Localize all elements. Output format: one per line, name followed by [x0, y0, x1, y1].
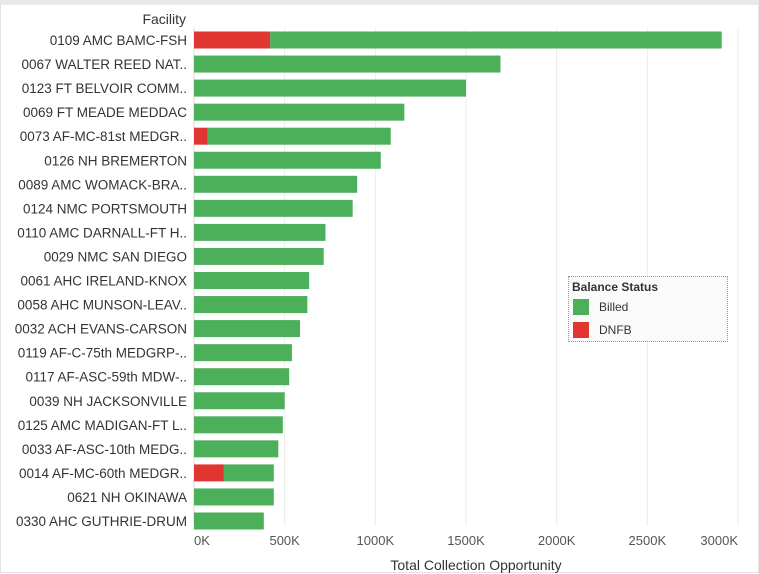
category-label: 0069 FT MEADE MEDDAC [23, 105, 187, 120]
category-label: 0039 NH JACKSONVILLE [29, 394, 187, 409]
top-border-bar [0, 0, 759, 5]
category-label: 0067 WALTER REED NAT.. [21, 57, 187, 72]
category-label: 0123 FT BELVOIR COMM.. [22, 81, 187, 96]
legend-label-dnfb: DNFB [599, 323, 632, 337]
category-label: 0058 AHC MUNSON-LEAV.. [17, 298, 187, 313]
legend-swatch-dnfb [573, 322, 589, 338]
bar-billed[interactable] [194, 344, 292, 362]
legend-swatch-billed [573, 299, 589, 315]
category-label: 0117 AF-ASC-59th MDW-.. [25, 370, 187, 385]
x-axis-title: Total Collection Opportunity [390, 557, 561, 573]
bar-billed[interactable] [194, 247, 324, 265]
category-label: 0126 NH BREMERTON [44, 153, 187, 168]
bar-billed[interactable] [194, 320, 301, 338]
bar-billed[interactable] [194, 103, 405, 121]
bars [194, 31, 722, 530]
bar-billed[interactable] [194, 296, 308, 314]
legend-item-dnfb[interactable]: DNFB [573, 321, 632, 339]
bar-billed[interactable] [194, 175, 358, 193]
bar-dnfb[interactable] [194, 31, 271, 49]
category-label: 0029 NMC SAN DIEGO [44, 249, 187, 264]
category-label: 0621 NH OKINAWA [67, 490, 187, 505]
category-labels: 0109 AMC BAMC-FSH 0067 WALTER REED NAT.. 0… [15, 33, 188, 529]
category-label: 0124 NMC PORTSMOUTH [23, 201, 187, 216]
bar-billed[interactable] [194, 512, 264, 530]
bar-billed[interactable] [194, 416, 283, 434]
category-label: 0110 AMC DARNALL-FT H.. [17, 225, 187, 240]
x-tick-label: 1000K [357, 533, 395, 548]
bar-billed[interactable] [194, 368, 290, 386]
category-label: 0125 AMC MADIGAN-FT L.. [18, 418, 187, 433]
bar-billed[interactable] [194, 151, 381, 169]
category-label: 0109 AMC BAMC-FSH [50, 33, 187, 48]
bar-billed[interactable] [194, 55, 501, 73]
category-label: 0061 AHC IRELAND-KNOX [20, 274, 187, 289]
category-label: 0033 AF-ASC-10th MEDG.. [22, 442, 187, 457]
x-tick-label: 2000K [538, 533, 576, 548]
bar-billed[interactable] [194, 199, 353, 217]
x-tick-label: 1500K [447, 533, 485, 548]
category-label: 0073 AF-MC-81st MEDGR.. [20, 129, 187, 144]
category-label: 0330 AHC GUTHRIE-DRUM [16, 514, 187, 529]
bar-billed[interactable] [223, 464, 274, 482]
x-tick-label: 0K [194, 533, 210, 548]
bar-billed[interactable] [194, 440, 279, 458]
x-tick-label: 3000K [700, 533, 738, 548]
row-header: Facility [142, 11, 186, 27]
bar-billed[interactable] [194, 488, 274, 506]
bar-billed[interactable] [270, 31, 722, 49]
legend-item-billed[interactable]: Billed [573, 298, 628, 316]
x-tick-label: 500K [269, 533, 300, 548]
bar-billed[interactable] [207, 127, 391, 145]
bar-dnfb[interactable] [194, 464, 224, 482]
x-tick-labels: 0K 500K 1000K 1500K 2000K 2500K 3000K [194, 533, 738, 548]
category-label: 0119 AF-C-75th MEDGRP-.. [18, 346, 187, 361]
x-tick-label: 2500K [629, 533, 667, 548]
legend-title: Balance Status [572, 280, 659, 294]
category-label: 0089 AMC WOMACK-BRA.. [18, 177, 187, 192]
legend-label-billed: Billed [599, 300, 629, 314]
bar-billed[interactable] [194, 79, 466, 97]
bar-dnfb[interactable] [194, 127, 208, 145]
bar-billed[interactable] [194, 392, 285, 410]
category-label: 0014 AF-MC-60th MEDGR.. [19, 466, 187, 481]
legend[interactable]: Balance Status Billed DNFB [568, 276, 728, 342]
category-label: 0032 ACH EVANS-CARSON [15, 322, 187, 337]
bar-billed[interactable] [194, 223, 326, 241]
bar-billed[interactable] [194, 272, 310, 289]
